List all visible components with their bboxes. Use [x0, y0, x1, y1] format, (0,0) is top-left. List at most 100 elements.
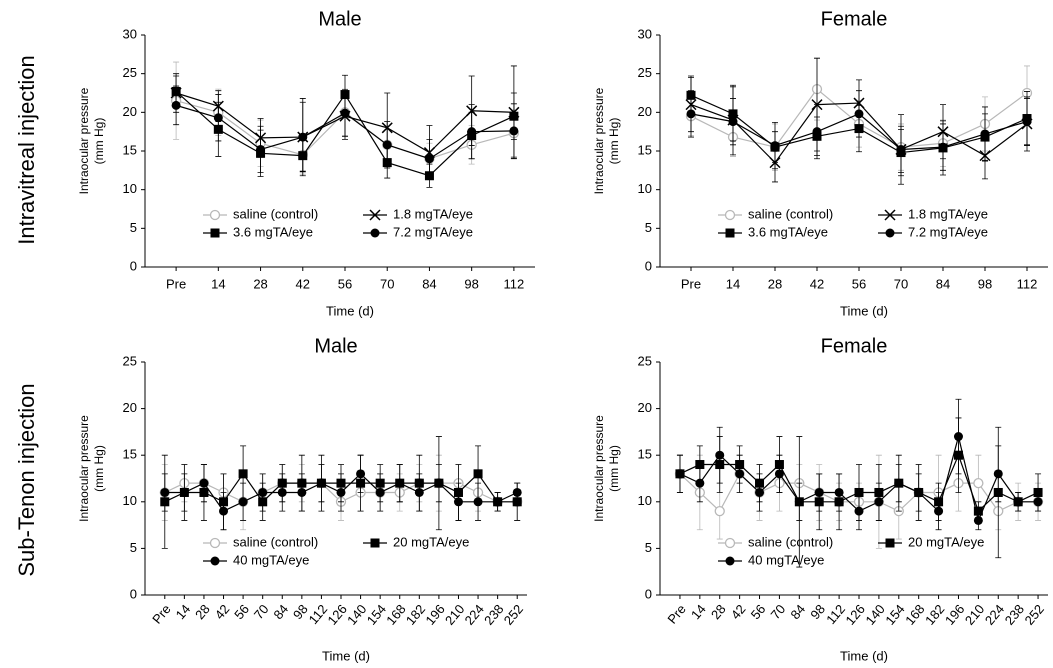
marker	[814, 487, 824, 497]
marker	[724, 209, 736, 221]
marker	[473, 469, 483, 479]
x-tick-label: 112	[1017, 276, 1038, 291]
marker	[894, 478, 904, 488]
marker	[369, 209, 381, 221]
y-tick-label: 5	[645, 220, 652, 235]
marker	[219, 506, 229, 516]
marker	[171, 100, 181, 110]
marker	[453, 497, 463, 507]
marker	[953, 432, 963, 442]
marker	[467, 127, 477, 137]
marker	[209, 537, 221, 549]
x-tick-label: Pre	[681, 276, 701, 291]
marker	[794, 497, 804, 507]
marker	[725, 228, 735, 238]
x-tick-label: 252	[501, 601, 526, 627]
x-axis-label: Time (d)	[326, 303, 374, 318]
marker	[993, 469, 1003, 479]
x-tick-label: 84	[787, 601, 808, 622]
x-tick-label: 84	[936, 276, 950, 291]
x-tick-label: 70	[380, 276, 394, 291]
marker	[424, 154, 434, 164]
y-tick-label: 0	[130, 258, 137, 273]
y-axis-label: Intraocular pressure	[592, 87, 606, 194]
y-axis-label: Intraocular pressure	[77, 87, 91, 194]
x-tick-label: Pre	[149, 601, 173, 626]
row-label: Intravitreal injection	[14, 55, 39, 245]
marker	[973, 478, 984, 489]
marker	[493, 497, 503, 507]
chart-title: Female	[821, 335, 888, 357]
y-tick-label: 20	[123, 400, 137, 415]
y-tick-label: 30	[123, 26, 137, 41]
y-tick-label: 15	[123, 142, 137, 157]
y-tick-label: 0	[645, 586, 652, 601]
x-tick-label: 56	[748, 601, 769, 622]
y-axis-label: (mm Hg)	[92, 445, 106, 492]
y-tick-label: 25	[638, 65, 652, 80]
legend-label: 20 mgTA/eye	[908, 534, 984, 549]
x-tick-label: Pre	[166, 276, 186, 291]
marker	[473, 497, 483, 507]
y-tick-label: 30	[638, 26, 652, 41]
marker	[509, 126, 519, 136]
marker	[238, 469, 248, 479]
marker	[512, 487, 522, 497]
y-axis-label: Intraocular pressure	[592, 415, 606, 522]
x-tick-label: 42	[810, 276, 824, 291]
x-tick-label: 98	[978, 276, 992, 291]
marker	[370, 538, 380, 548]
marker	[370, 228, 380, 238]
series	[171, 85, 519, 179]
y-tick-label: 20	[638, 400, 652, 415]
x-tick-label: 84	[422, 276, 436, 291]
x-tick-label: 28	[768, 276, 782, 291]
y-tick-label: 5	[130, 220, 137, 235]
marker	[209, 209, 221, 221]
y-tick-label: 20	[638, 104, 652, 119]
x-axis-label: Time (d)	[840, 303, 888, 318]
marker	[728, 117, 738, 127]
marker	[725, 556, 735, 566]
marker	[434, 478, 444, 488]
x-tick-label: 70	[894, 276, 908, 291]
legend-label: 3.6 mgTA/eye	[233, 224, 313, 239]
legend-label: saline (control)	[748, 206, 833, 221]
marker	[934, 506, 944, 516]
y-tick-label: 15	[638, 447, 652, 462]
marker	[874, 497, 884, 507]
marker	[340, 108, 350, 118]
x-tick-label: 56	[338, 276, 352, 291]
marker	[1022, 117, 1032, 127]
marker	[885, 538, 895, 548]
marker	[298, 132, 308, 142]
chart-title: Male	[314, 335, 357, 357]
marker	[755, 487, 765, 497]
y-tick-label: 25	[123, 65, 137, 80]
series	[686, 90, 1032, 174]
marker	[395, 478, 405, 488]
x-tick-label: 70	[251, 601, 272, 622]
x-tick-label: 28	[253, 276, 267, 291]
marker	[414, 487, 424, 497]
marker	[812, 127, 822, 137]
marker	[686, 109, 696, 119]
y-tick-label: 15	[638, 142, 652, 157]
x-tick-label: 14	[211, 276, 225, 291]
marker	[356, 469, 366, 479]
legend-label: 3.6 mgTA/eye	[748, 224, 828, 239]
legend-label: 7.2 mgTA/eye	[908, 224, 988, 239]
x-tick-label: 56	[231, 601, 252, 622]
x-tick-label: 14	[173, 601, 194, 622]
legend-label: saline (control)	[748, 534, 833, 549]
y-axis-label: (mm Hg)	[607, 445, 621, 492]
marker	[973, 515, 983, 525]
y-axis-label: (mm Hg)	[92, 118, 106, 165]
y-tick-label: 0	[645, 258, 652, 273]
marker	[724, 537, 736, 549]
x-tick-label: 252	[1022, 601, 1047, 627]
y-tick-label: 10	[123, 181, 137, 196]
marker	[297, 487, 307, 497]
y-tick-label: 25	[638, 353, 652, 368]
legend-label: 40 mgTA/eye	[748, 552, 824, 567]
